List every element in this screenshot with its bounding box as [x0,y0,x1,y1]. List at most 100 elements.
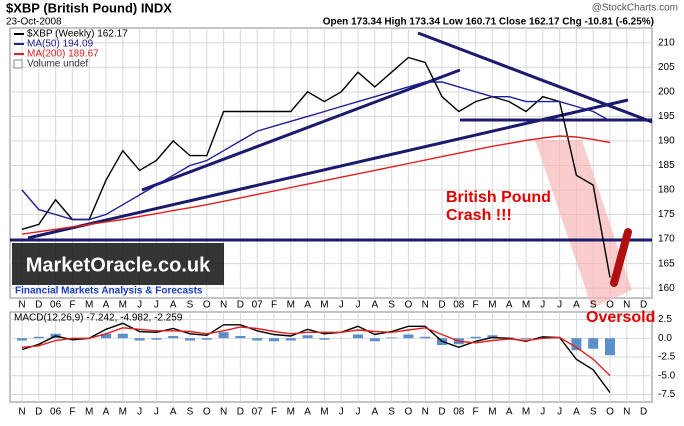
y-tick-label: -7.5 [658,389,676,400]
x-tick-label: A [103,300,110,311]
x-tick-label: A [371,407,378,418]
x-tick-label: J [339,300,344,311]
x-tick-label: J [339,407,344,418]
x-tick-label: 08 [453,407,465,418]
x-tick-label: M [488,300,496,311]
x-tick-label: M [119,407,127,418]
legend-label: $XBP (Weekly) 162.17 [27,29,128,40]
histogram-bar [285,338,296,341]
legend-swatch [13,59,23,69]
histogram-bar [403,334,414,339]
x-tick-label: M [320,407,328,418]
x-tick-label: 07 [252,407,264,418]
arrow [610,228,632,287]
histogram-bar [487,335,498,339]
y-tick-label: -5.0 [658,370,676,381]
x-tick-label: A [103,407,110,418]
x-tick-label: 06 [50,407,62,418]
histogram-bar [302,335,313,339]
x-tick-label: N [623,407,630,418]
series-line [21,56,611,278]
y-tick-label: 195 [658,111,675,122]
legend-label: MA(200) 189.67 [27,49,99,60]
x-tick-label: F [473,407,479,418]
y-tick-label: 160 [658,283,675,294]
x-tick-label: N [422,300,429,311]
histogram-bar [33,336,44,339]
x-tick-label: F [473,300,479,311]
x-tick-label: A [304,407,311,418]
x-tick-label: M [85,407,93,418]
x-tick-label: J [154,300,159,311]
x-tick-label: M [287,407,295,418]
logo-box [12,243,224,285]
histogram-bar [420,336,431,339]
logo: MarketOracle.co.uk [26,254,211,276]
x-tick-label: 08 [453,300,465,311]
histogram-bar [605,338,615,356]
x-tick-label: N [220,300,227,311]
x-tick-label: A [573,407,580,418]
date: 23-Oct-2008 [6,17,62,28]
histogram-bar [101,333,111,339]
y-tick-label: 200 [658,86,675,97]
y-tick-label: 205 [658,62,675,73]
histogram-bar [151,338,162,340]
x-tick-label: A [506,300,513,311]
x-tick-label: O [405,300,413,311]
x-tick-label: S [187,407,194,418]
x-tick-label: J [356,407,361,418]
x-tick-label: F [271,300,277,311]
histogram-bar [353,334,363,339]
x-tick-label: J [154,407,159,418]
trend-line [141,68,461,192]
x-tick-label: J [557,300,562,311]
annotation: Oversold [586,309,655,326]
x-tick-label: D [640,300,647,311]
x-tick-label: J [356,300,361,311]
x-tick-label: A [170,300,177,311]
legend-label: MA(50) 194.09 [27,39,94,50]
series-line [21,326,611,377]
y-tick-label: 170 [658,234,675,245]
legend-label: Volume undef [27,59,88,70]
histogram-bar [235,336,246,339]
trend-line [417,31,653,124]
histogram-bar [218,332,229,339]
x-tick-label: N [422,407,429,418]
histogram-bar [386,337,397,339]
x-tick-label: F [271,407,277,418]
x-tick-label: M [320,300,328,311]
x-tick-label: D [640,407,647,418]
x-tick-label: S [388,300,395,311]
x-tick-label: S [590,407,597,418]
histogram-bar [168,336,179,339]
histogram-bar [470,336,481,339]
x-tick-label: J [137,407,142,418]
histogram-bar [369,338,380,342]
histogram-bar [269,338,279,342]
histogram-bar [185,338,195,341]
x-tick-label: M [488,407,496,418]
x-tick-label: D [438,300,445,311]
x-tick-label: N [623,300,630,311]
histogram-bar [319,338,330,340]
histogram-bar [252,338,263,341]
histogram-bar [17,338,27,341]
annotation: Crash !!! [446,207,512,224]
annotation: British Pound [446,189,551,206]
trend-line [27,98,629,240]
y-tick-label: 210 [658,37,675,48]
histogram-bar [571,338,582,351]
x-tick-label: O [203,300,211,311]
series-line [21,81,611,221]
chart-title: $XBP (British Pound) INDX [6,0,172,15]
histogram-bar [201,338,212,340]
x-tick-label: M [85,300,93,311]
histogram-bar [521,338,531,339]
x-tick-label: M [522,300,530,311]
x-tick-label: A [573,300,580,311]
x-tick-label: J [137,300,142,311]
quote: Open 173.34 High 173.34 Low 160.71 Close… [323,17,654,28]
